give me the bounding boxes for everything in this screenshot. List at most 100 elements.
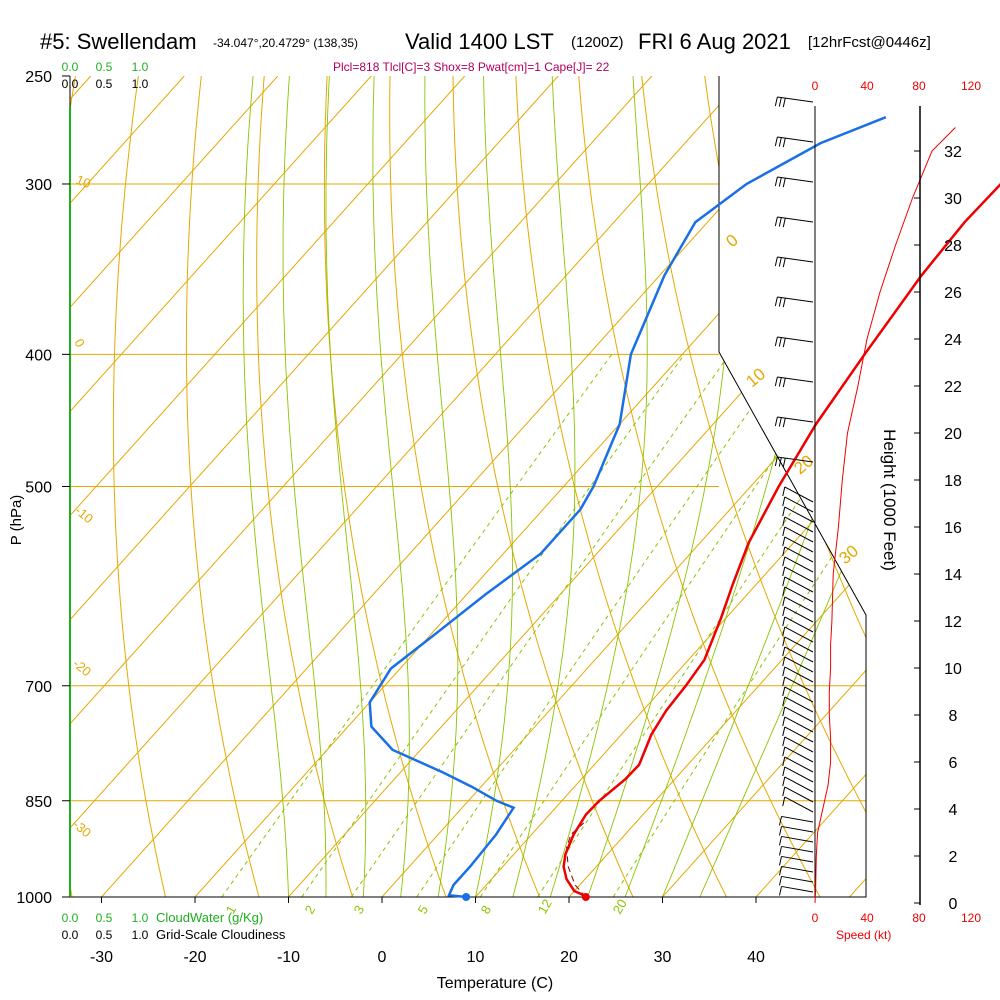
wind-barb-flag: [782, 556, 786, 567]
mixing-ratio-line: [350, 354, 730, 897]
moist-adiabat-line: [512, 76, 576, 897]
wind-barb-shaft: [777, 256, 814, 263]
temperature-tick-label: 0: [378, 949, 387, 966]
wind-barb-shaft: [784, 566, 814, 583]
station-name: #5: Swellendam: [40, 29, 197, 54]
pressure-axis: 250 300 400 500 700 850 1000: [16, 69, 70, 907]
station-coords: -34.047°,20.4729° (138,35): [213, 36, 358, 50]
wind-barb-flag: [782, 576, 786, 587]
wind-barb-flag: [782, 756, 786, 767]
wind-barb-shaft: [784, 686, 814, 703]
wind-barb-shaft: [784, 616, 814, 633]
dry-adiabat-line: [256, 76, 363, 897]
wind-barb-flag: [782, 137, 786, 148]
isotherm-line: [70, 76, 746, 897]
wind-barb-flag: [782, 686, 786, 697]
wind-barb-flag: [774, 336, 778, 347]
cloudwater-top-tick: 0.0: [62, 60, 79, 74]
wind-barb-flag: [782, 566, 786, 577]
cloudiness-top-tick: 0.5: [96, 77, 113, 91]
wind-barb-flag: [782, 736, 786, 747]
pressure-tick-label: 1000: [16, 890, 52, 907]
wind-barb-shaft: [784, 776, 814, 793]
dry-adiabat-line: [389, 76, 553, 897]
temperature-tick-label: -30: [90, 949, 113, 966]
cloudiness-bottom-tick: 1.0: [132, 928, 149, 942]
stability-indices: Plcl=818 Tlcl[C]=3 Shox=8 Pwat[cm]=1 Cap…: [333, 60, 610, 74]
wind-barb-flag: [778, 137, 782, 147]
mixing-ratio-label: 20: [610, 896, 630, 916]
wind-barb-flag: [778, 217, 782, 227]
wind-barb-flag: [774, 456, 778, 467]
isotherm-line: [70, 76, 372, 897]
height-tick-label: 10: [944, 661, 962, 678]
isotherm-line: [70, 76, 466, 897]
wind-barb-shaft: [777, 376, 814, 383]
wind-barb-shaft: [784, 496, 814, 513]
moist-adiabat-line: [372, 76, 410, 897]
wind-barb-flag: [782, 377, 786, 388]
dry-adiabat-line: [452, 76, 647, 897]
isotherm-line: [101, 76, 840, 897]
cloudiness-scale-bottom: 0.0 0.5 1.0: [62, 928, 149, 942]
isotherm-line: [70, 76, 653, 897]
wind-barb-flag: [782, 626, 786, 637]
wind-barb-flag: [778, 177, 782, 187]
wind-barb-flag: [782, 646, 786, 657]
wind-barb-flag: [782, 506, 786, 517]
dry-adiabat-line: [185, 76, 268, 897]
wind-barb-shaft: [784, 766, 814, 783]
dry-adiabat-line: [323, 76, 458, 897]
height-tick-label: 14: [944, 567, 962, 584]
pressure-tick-label: 850: [25, 794, 52, 811]
cloudwater-bottom-tick: 1.0: [132, 911, 149, 925]
cloudiness-top-tick: 1.0: [132, 77, 149, 91]
wind-speed-scale-top: 0 40 80 120: [812, 79, 982, 93]
height-tick-label: 8: [949, 708, 958, 725]
dewpoint-trace: [368, 116, 887, 899]
wind-barb-flag: [782, 676, 786, 687]
wind-barb-shaft: [784, 746, 814, 763]
moist-adiabat-line: [282, 76, 327, 897]
isotherm-line: [568, 76, 866, 897]
wind-barb-shaft: [777, 296, 814, 303]
mixing-ratio-line: [612, 354, 866, 897]
wind-barb-shaft: [784, 536, 814, 553]
pressure-axis-label: P (hPa): [8, 495, 25, 546]
dry-adiabat-line: [576, 76, 837, 897]
wind-speed-bottom-tick: 80: [912, 911, 926, 925]
height-tick-label: 30: [944, 191, 962, 208]
wind-speed-top-tick: 0: [812, 79, 819, 93]
isotherm-line: [381, 76, 866, 897]
wind-barb-flag: [782, 97, 786, 108]
cloudiness-bottom-tick: 0.0: [62, 928, 79, 942]
wind-speed-scale-bottom: 0 40 80 120: [812, 911, 982, 925]
wind-barb-flag: [778, 417, 782, 427]
height-tick-label: 16: [944, 520, 962, 537]
wind-barb-flag: [782, 417, 786, 428]
wind-barb-flag: [778, 856, 782, 866]
wind-barb-flag: [774, 296, 778, 307]
wind-barb-flag: [774, 416, 778, 427]
cloudwater-label: CloudWater (g/Kg): [156, 910, 263, 925]
temperature-trace: [562, 183, 1000, 899]
cloudiness-scale-top: 0.0 0.5 1.0: [62, 77, 149, 91]
wind-barb-flag: [778, 377, 782, 387]
mixing-ratio-line: [301, 354, 685, 897]
wind-barb-flag: [782, 486, 786, 497]
wind-barb-shaft: [784, 486, 814, 503]
wind-barb-flag: [782, 526, 786, 537]
wind-speed-bottom-tick: 40: [860, 911, 874, 925]
wind-barb-shaft: [784, 636, 814, 653]
wind-barb-flag: [778, 457, 782, 467]
wind-barb-flag: [782, 796, 786, 807]
isotherm-line: [70, 76, 279, 897]
pressure-tick-label: 250: [25, 69, 52, 86]
height-tick-label: 0: [949, 896, 958, 913]
temperature-tick-label: 40: [747, 949, 765, 966]
wind-barb-flag: [782, 297, 786, 308]
wind-barb-flag: [774, 256, 778, 267]
wind-barb-flag: [782, 586, 786, 597]
mixing-ratio-line: [416, 354, 789, 897]
